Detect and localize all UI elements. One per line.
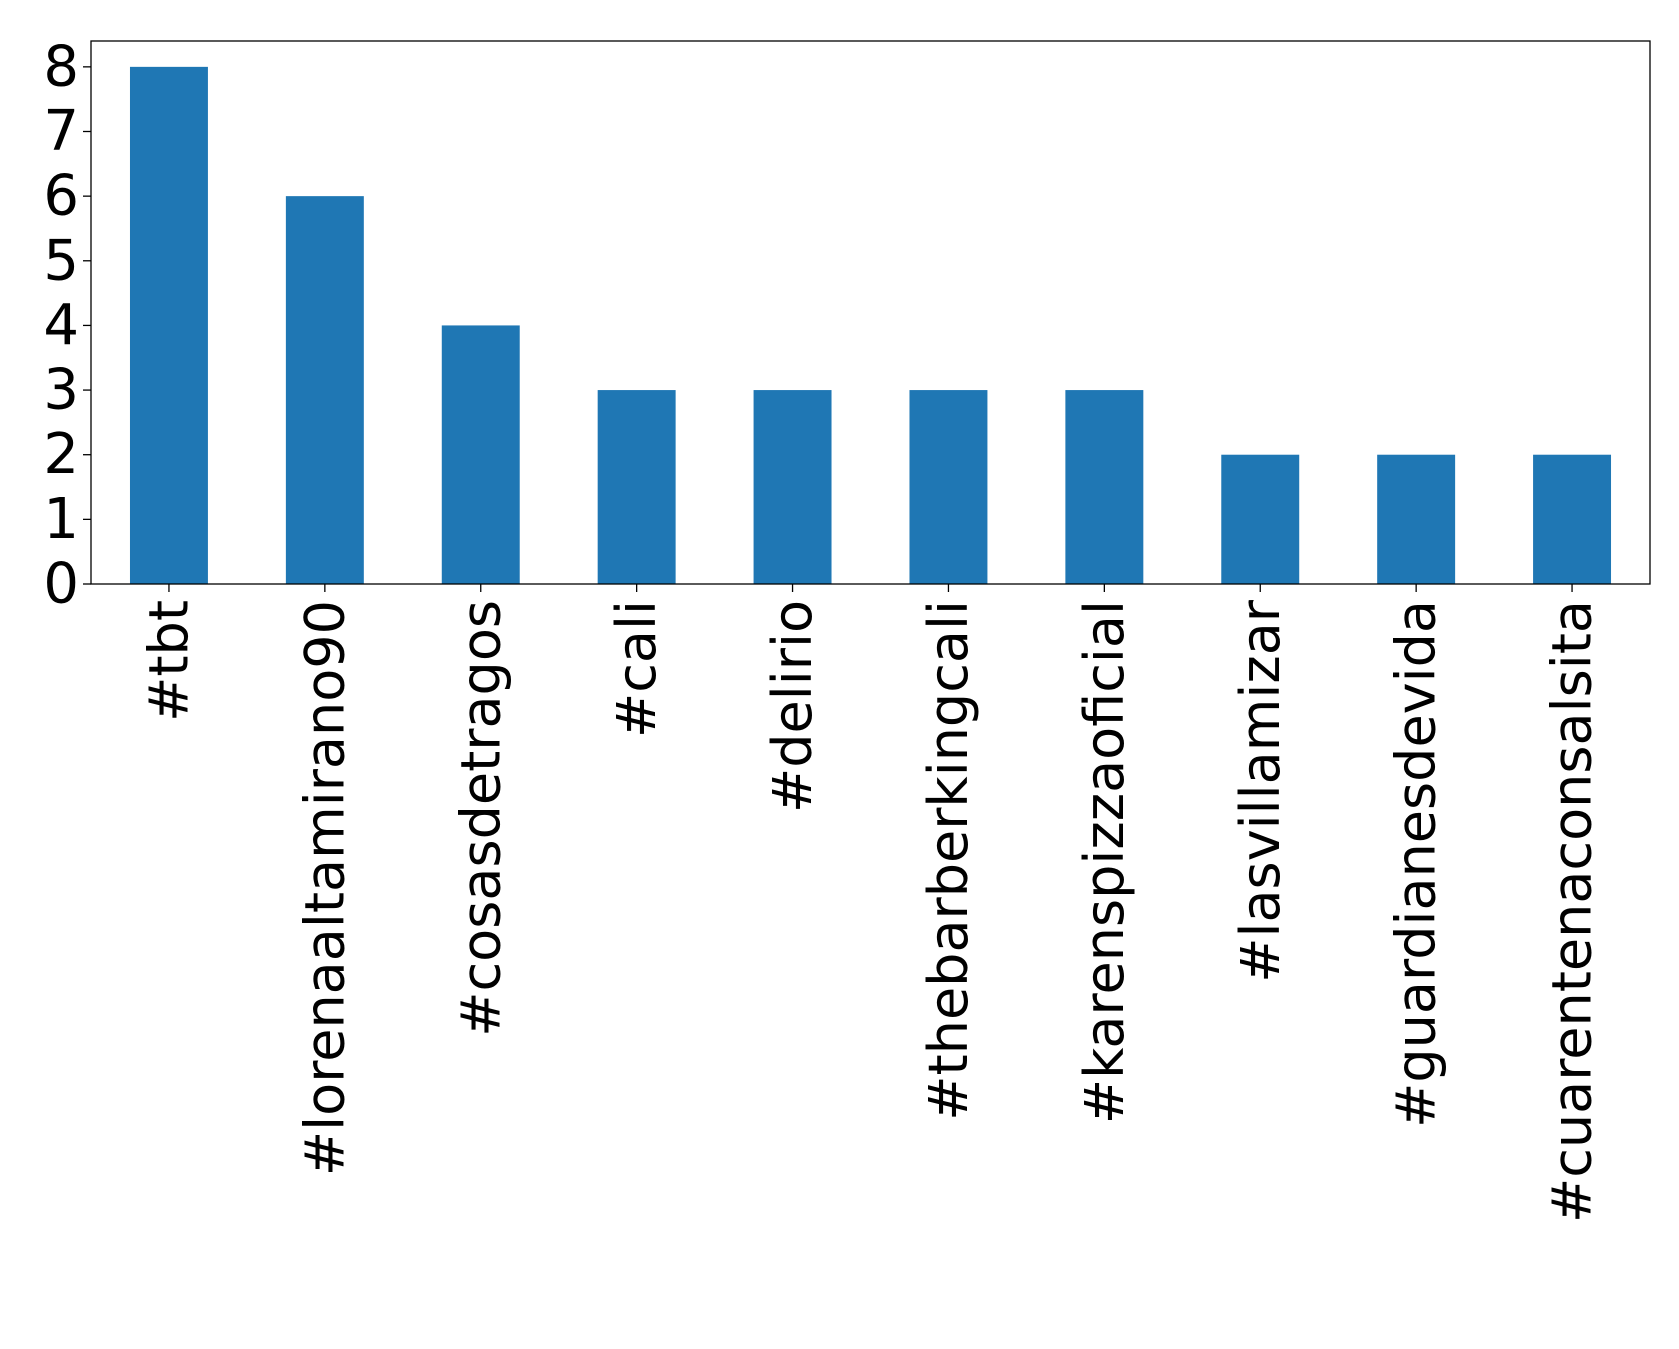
bar <box>285 196 364 584</box>
bar <box>909 390 988 584</box>
y-tick-label: 5 <box>43 228 79 293</box>
x-tick-label: #cosasdetragos <box>449 600 512 1037</box>
x-tick-label: #cuarentenaconsalsita <box>1541 600 1604 1223</box>
bar <box>441 325 520 584</box>
y-tick-label: 2 <box>43 422 79 487</box>
x-tick-label: #lasvillamizar <box>1229 599 1292 983</box>
bar <box>597 390 676 584</box>
y-tick-label: 0 <box>43 552 79 617</box>
bar <box>129 66 208 585</box>
bar <box>1221 454 1300 584</box>
x-tick-label: #guardianesdevida <box>1385 600 1448 1128</box>
y-tick-label: 3 <box>43 358 79 423</box>
x-tick-label: #lorenaaltamirano90 <box>293 600 356 1176</box>
x-tick-label: #karenspizzaoficial <box>1073 600 1136 1124</box>
bar <box>1533 454 1612 584</box>
bar <box>1065 390 1144 584</box>
y-tick-label: 8 <box>43 34 79 99</box>
x-tick-label: #thebarberkingcali <box>917 600 980 1121</box>
x-tick-label: #tbt <box>137 600 200 722</box>
y-tick-label: 1 <box>43 487 79 552</box>
plot-frame <box>90 40 1651 585</box>
y-tick-label: 6 <box>43 164 79 229</box>
y-tick-label: 7 <box>43 99 79 164</box>
bars-group <box>129 66 1612 585</box>
y-tick-label: 4 <box>43 293 79 358</box>
bar <box>1377 454 1456 584</box>
bar <box>753 390 832 584</box>
x-tick-label: #cali <box>605 600 668 738</box>
x-axis: #tbt #lorenaaltamirano90 #cosasdetragos #ca… <box>137 584 1604 1223</box>
x-tick-label: #delirio <box>761 600 824 813</box>
